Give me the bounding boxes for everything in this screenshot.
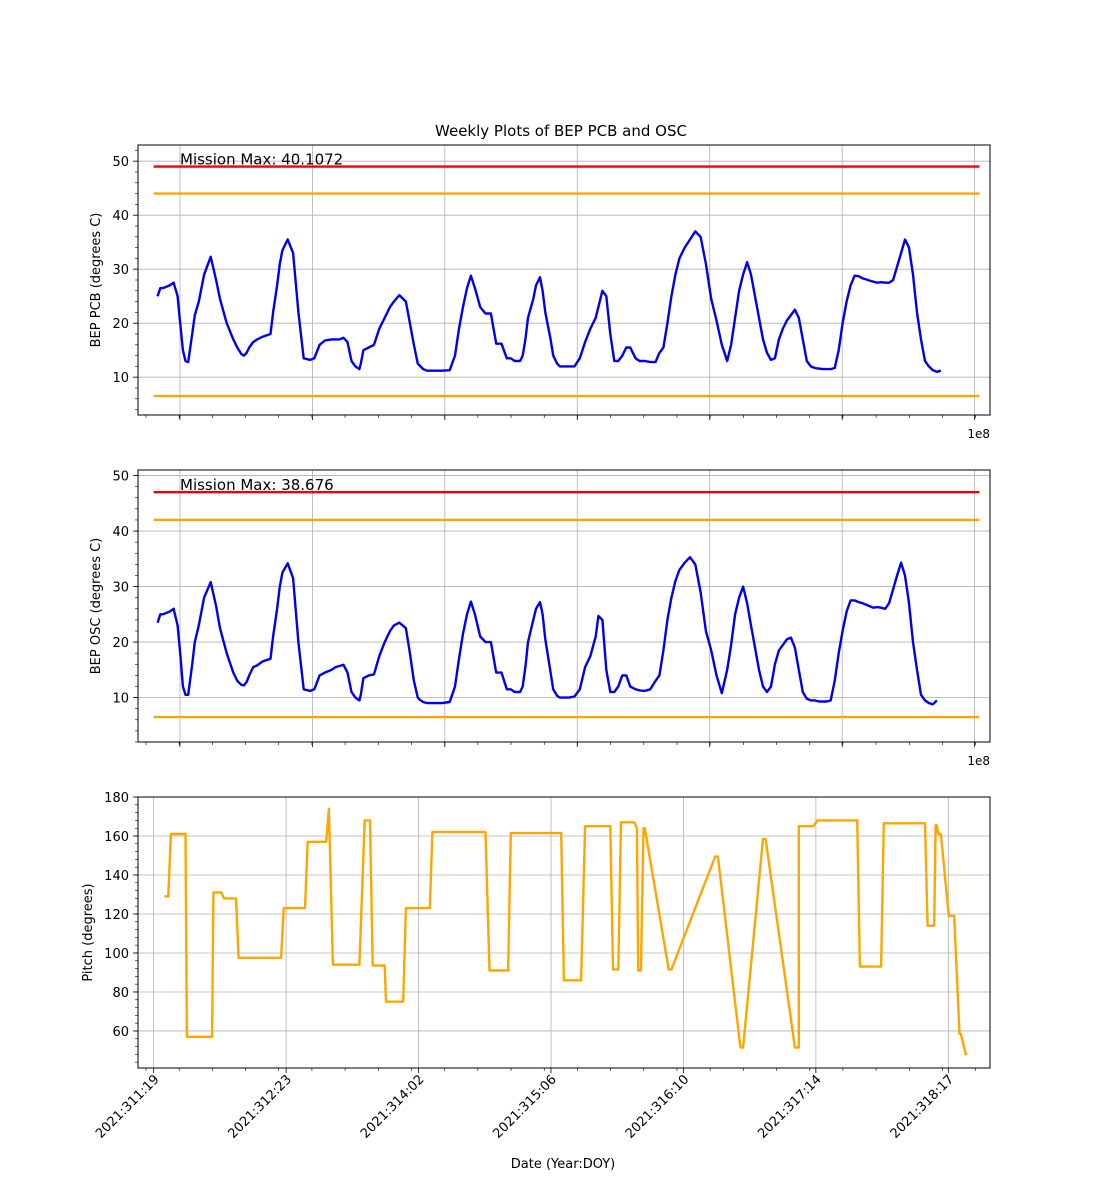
y-axis-label: BEP PCB (degrees C) xyxy=(89,213,104,348)
bep-pcb-panel: 10 20 30 40 50 Mission Max: 40.1072 BEP PCB (d… xyxy=(89,144,991,420)
y-tick-label: 180 xyxy=(104,791,129,806)
y-tick-label: 80 xyxy=(112,986,129,1001)
axes-frame xyxy=(137,144,991,416)
y-tick-label: 40 xyxy=(112,209,129,224)
axes-frame xyxy=(137,796,991,1069)
y-tick-label: 10 xyxy=(112,371,129,386)
x-tick-label: 2021:316:10 xyxy=(623,1072,692,1141)
y-tick-label: 120 xyxy=(104,908,129,923)
bep-osc-offset-label: 1e8 xyxy=(967,754,990,768)
y-tick-label: 160 xyxy=(104,830,129,845)
y-tick-label: 100 xyxy=(104,947,129,962)
y-tick-label: 50 xyxy=(112,470,129,485)
temperature-series-line xyxy=(156,230,942,373)
x-tick-label: 2021:318:17 xyxy=(888,1072,957,1141)
y-tick-label: 10 xyxy=(112,692,129,707)
y-tick-label: 30 xyxy=(112,263,129,278)
pitch-series-line xyxy=(164,807,968,1056)
x-axis-label: Date (Year:DOY) xyxy=(511,1157,616,1172)
axes-frame xyxy=(137,469,991,743)
pitch-panel: 60 80 100 120 140 160 180 Pitch (degrees) 2021:3… xyxy=(81,791,991,1142)
x-tick-label: 2021:317:14 xyxy=(755,1072,824,1141)
y-tick-label: 20 xyxy=(112,636,129,651)
y-tick-label: 20 xyxy=(112,317,129,332)
mission-max-annotation: Mission Max: 40.1072 xyxy=(180,151,343,169)
x-tick-label: 2021:315:06 xyxy=(490,1072,559,1141)
bep-pcb-offset-label: 1e8 xyxy=(967,427,990,441)
x-tick-label: 2021:311:19 xyxy=(93,1072,162,1141)
y-tick-label: 140 xyxy=(104,869,129,884)
y-tick-label: 60 xyxy=(112,1025,129,1040)
mission-max-annotation: Mission Max: 38.676 xyxy=(180,476,334,494)
bep-osc-panel: 10 20 30 40 50 Mission Max: 38.676 BEP OSC (de… xyxy=(89,469,991,747)
y-tick-label: 40 xyxy=(112,525,129,540)
temperature-series-line xyxy=(156,556,938,706)
y-tick-label: 50 xyxy=(112,155,129,170)
y-axis-label: Pitch (degrees) xyxy=(81,883,96,981)
y-tick-label: 30 xyxy=(112,581,129,596)
x-tick-label: 2021:312:23 xyxy=(225,1072,294,1141)
y-axis-label: BEP OSC (degrees C) xyxy=(89,538,104,674)
figure-title: Weekly Plots of BEP PCB and OSC xyxy=(435,122,687,140)
x-tick-label: 2021:314:02 xyxy=(358,1072,427,1141)
